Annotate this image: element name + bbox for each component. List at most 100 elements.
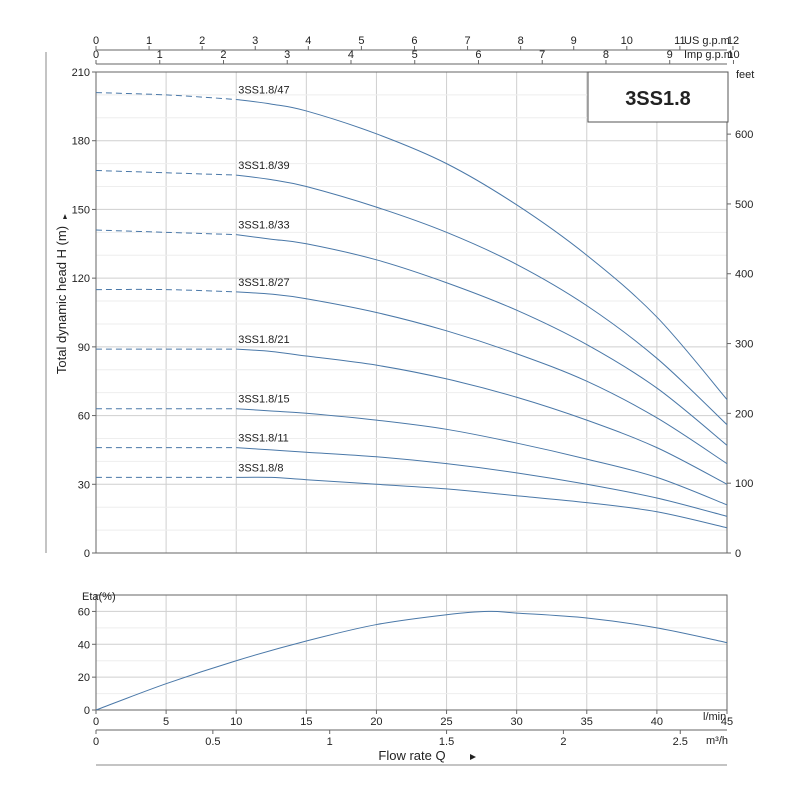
feet-tick-label: 200: [735, 408, 753, 420]
eta-axis-label: Eta(%): [82, 591, 116, 603]
head-y-tick-label: 180: [72, 136, 90, 148]
eta-y-tick-label: 40: [78, 639, 90, 651]
flow-lmin-tick-label: 35: [581, 716, 593, 728]
feet-tick-label: 500: [735, 199, 753, 211]
head-y-ticks: 0 30 60 90 120 150 180 210: [72, 67, 96, 560]
top-axis-tick-label: 3: [284, 49, 290, 61]
head-curve-label: 3SS1.8/21: [238, 334, 289, 346]
eta-curve: [95, 610, 728, 711]
top-axis-tick-label: 5: [412, 49, 418, 61]
flow-lmin-tick-label: 0: [93, 716, 99, 728]
head-curve-dashed: [95, 288, 237, 293]
top-axis-tick-label: 6: [475, 49, 481, 61]
head-y-tick-label: 0: [84, 548, 90, 560]
top-axis-unit-label: US g.p.m: [684, 35, 730, 47]
head-curve: [236, 476, 728, 529]
head-y-tick-label: 150: [72, 204, 90, 216]
flow-m3h-ticks: 0 0.5 1 1.5 2 2.5: [93, 729, 727, 748]
top-axis-tick-label: 4: [305, 35, 311, 47]
head-curve: [236, 348, 728, 485]
eta-chart-frame: [95, 594, 728, 711]
feet-ticks: 0 100 200 300 400 500 600: [727, 129, 753, 560]
flow-lmin-tick-label: 30: [511, 716, 523, 728]
top-axis-tick-label: 9: [667, 49, 673, 61]
flow-axis-arrow-icon: [470, 754, 476, 760]
head-curve-label: 3SS1.8/15: [238, 394, 289, 406]
top-axis-tick-label: 10: [727, 49, 739, 61]
top-axis-tick-label: 9: [571, 35, 577, 47]
top-axis-tick-label: 0: [93, 35, 99, 47]
head-plot-border: [95, 71, 728, 554]
top-axis-tick-label: 8: [518, 35, 524, 47]
top-axis-tick-label: 2: [220, 49, 226, 61]
top-axis-tick-label: 2: [199, 35, 205, 47]
top-axis-tick-label: 5: [358, 35, 364, 47]
eta-y-tick-label: 20: [78, 672, 90, 684]
top-axis-tick-label: 6: [411, 35, 417, 47]
flow-axis-label: Flow rate Q: [378, 748, 445, 763]
head-curve: [236, 291, 728, 465]
flow-lmin-tick-label: 10: [230, 716, 242, 728]
flow-m3h-tick-label: 2: [560, 736, 566, 748]
top-axis-tick-label: 4: [348, 49, 354, 61]
feet-tick-label: 300: [735, 339, 753, 351]
top-axis-tick-label: 8: [603, 49, 609, 61]
top-axis-tick-label: 10: [621, 35, 633, 47]
head-y-tick-label: 120: [72, 273, 90, 285]
head-curve: [236, 408, 728, 506]
head-y-tick-label: 210: [72, 67, 90, 79]
head-curve-dashed: [95, 92, 237, 100]
flow-lmin-tick-label: 20: [370, 716, 382, 728]
head-curve-label: 3SS1.8/47: [238, 84, 289, 96]
top-axis-tick-label: 1: [157, 49, 163, 61]
m3h-unit-label: m³/h: [706, 735, 728, 747]
feet-tick-label: 600: [735, 129, 753, 141]
head-curve: [236, 174, 728, 426]
top-axis-tick-label: 3: [252, 35, 258, 47]
flow-lmin-tick-label: 5: [163, 716, 169, 728]
flow-m3h-tick-label: 1: [327, 736, 333, 748]
top-axis-tick-label: 0: [93, 49, 99, 61]
head-chart-frame: [95, 71, 728, 554]
head-curve-label: 3SS1.8/8: [238, 462, 283, 474]
feet-unit-label: feet: [736, 69, 754, 81]
eta-chart-grid: [95, 594, 728, 711]
feet-tick-label: 100: [735, 478, 753, 490]
head-curve-label: 3SS1.8/11: [238, 433, 289, 445]
top-axis-tick-label: 12: [727, 35, 739, 47]
top-axis-tick-label: 7: [539, 49, 545, 61]
eta-y-ticks: 0 20 40 60: [78, 606, 96, 717]
flow-lmin-tick-label: 40: [651, 716, 663, 728]
model-title: 3SS1.8: [625, 88, 691, 110]
efficiency-curve: [95, 610, 728, 711]
top-axis-tick-label: 1: [146, 35, 152, 47]
flow-lmin-ticks: 0 5 10 15 20 25 30 35 40 45: [93, 710, 733, 728]
eta-y-tick-label: 60: [78, 606, 90, 618]
flow-lmin-tick-label: 15: [300, 716, 312, 728]
flow-m3h-tick-label: 0.5: [205, 736, 220, 748]
feet-tick-label: 0: [735, 548, 741, 560]
head-curve-dashed: [95, 229, 237, 236]
top-axis-tick-label: 11: [674, 35, 685, 47]
head-y-tick-label: 60: [78, 411, 90, 423]
eta-plot-border: [95, 594, 728, 711]
flow-m3h-tick-label: 0: [93, 736, 99, 748]
head-y-tick-label: 90: [78, 342, 90, 354]
head-curves: [95, 92, 728, 529]
head-curve-label: 3SS1.8/39: [238, 160, 289, 172]
feet-tick-label: 400: [735, 269, 753, 281]
model-title-box: 3SS1.8: [587, 71, 729, 123]
top-axis-unit-label: Imp g.p.m: [684, 49, 733, 61]
head-curve: [236, 98, 728, 400]
flow-lmin-tick-label: 25: [440, 716, 452, 728]
head-curve-labels: 3SS1.8/47 3SS1.8/39 3SS1.8/33 3SS1.8/27 3SS1…: [238, 84, 289, 474]
head-curve-label: 3SS1.8/33: [238, 220, 289, 232]
head-curve-label: 3SS1.8/27: [238, 277, 289, 289]
flow-m3h-tick-label: 2.5: [673, 736, 688, 748]
model-title-frame: [587, 71, 729, 123]
flow-lmin-tick-label: 45: [721, 716, 733, 728]
head-chart-grid: [95, 71, 728, 554]
flow-m3h-tick-label: 1.5: [439, 736, 454, 748]
